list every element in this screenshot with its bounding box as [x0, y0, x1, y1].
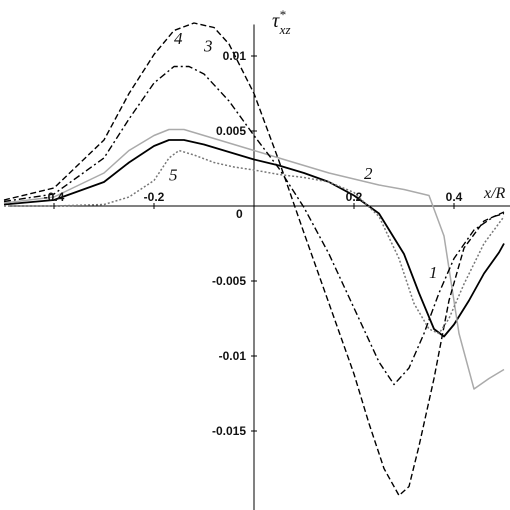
- y-tick-label: -0.005: [212, 274, 246, 288]
- y-tick-label: 0.01: [223, 49, 247, 63]
- curve-label-5: 5: [169, 166, 178, 185]
- x-tick-label: -0.2: [144, 190, 165, 204]
- curve-label-2: 2: [364, 164, 373, 183]
- axes: [8, 24, 510, 510]
- y-axis-title: τ* xz: [272, 7, 291, 37]
- curve-label-3: 3: [203, 37, 213, 56]
- curve-labels: 1 2 3 4 5: [169, 29, 438, 282]
- y-axis-title-main: τ: [272, 10, 280, 32]
- y-tick-label: -0.015: [212, 424, 246, 438]
- curve-2: [3, 128, 505, 390]
- y-tick-label: -0.01: [219, 349, 247, 363]
- curve-4: [3, 22, 505, 497]
- y-axis-title-sub: xz: [279, 22, 291, 37]
- y-tick-label: 0.005: [216, 124, 246, 138]
- origin-label: 0: [236, 207, 243, 221]
- curves: [3, 22, 505, 497]
- curve-5: [4, 149, 505, 335]
- x-tick-label: -0.4: [44, 190, 65, 204]
- curve-label-1: 1: [429, 263, 438, 282]
- y-axis-title-sup: *: [279, 7, 286, 22]
- x-tick-label: 0.4: [446, 190, 463, 204]
- x-axis-title: x/R: [483, 185, 506, 202]
- curve-label-4: 4: [174, 29, 183, 48]
- x-tick-label: 0.2: [346, 190, 363, 204]
- curve-3: [3, 65, 505, 386]
- tick-labels: -0.4 -0.2 0.2 0.4 0.01 0.005 -0.005 -0.01 -0.015: [44, 49, 463, 438]
